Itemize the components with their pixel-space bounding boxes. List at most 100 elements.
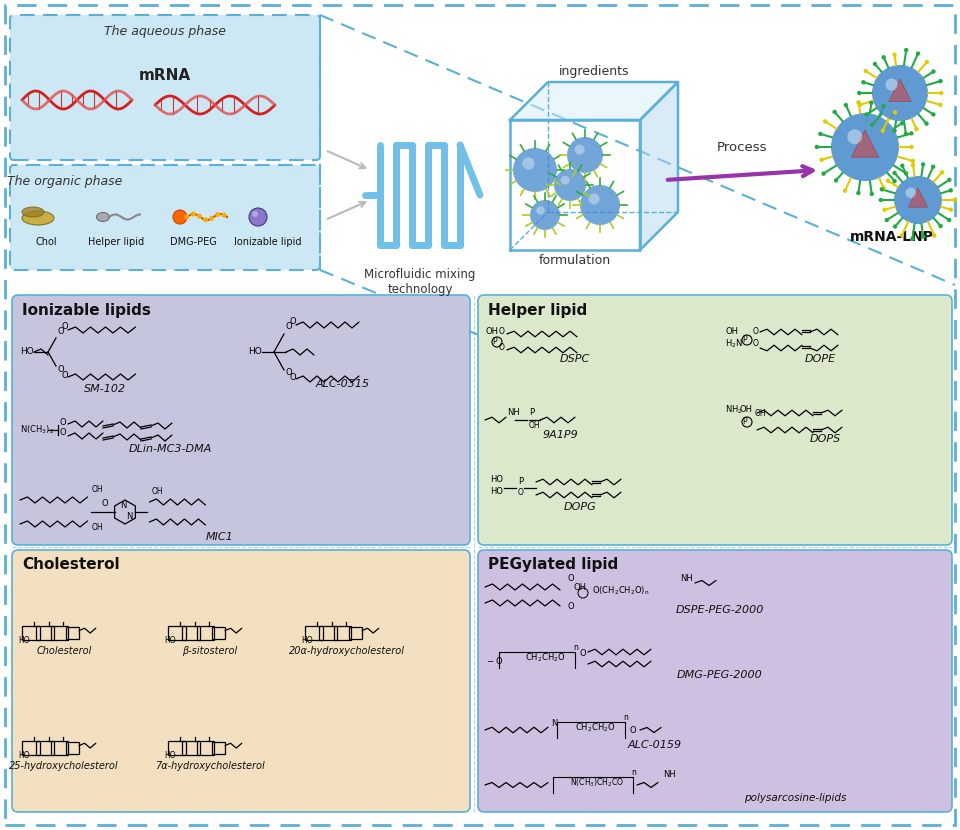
Circle shape bbox=[881, 104, 886, 109]
Text: mRNA-LNP: mRNA-LNP bbox=[850, 230, 934, 244]
Circle shape bbox=[815, 144, 819, 149]
Text: DSPE-PEG-2000: DSPE-PEG-2000 bbox=[676, 605, 764, 615]
Text: n: n bbox=[631, 768, 636, 777]
Circle shape bbox=[947, 217, 951, 222]
Circle shape bbox=[880, 129, 885, 133]
Text: ingredients: ingredients bbox=[559, 65, 629, 78]
Circle shape bbox=[843, 188, 848, 193]
Bar bbox=[51, 626, 68, 640]
Circle shape bbox=[938, 103, 943, 107]
Circle shape bbox=[905, 188, 916, 198]
Text: ALC-0159: ALC-0159 bbox=[628, 740, 682, 750]
Circle shape bbox=[885, 79, 898, 90]
Text: n: n bbox=[623, 713, 628, 722]
Text: polysarcosine-lipids: polysarcosine-lipids bbox=[744, 793, 846, 803]
Circle shape bbox=[952, 198, 957, 203]
Bar bbox=[320, 626, 337, 640]
Circle shape bbox=[871, 123, 875, 127]
Circle shape bbox=[948, 178, 951, 182]
Text: OH: OH bbox=[740, 405, 753, 414]
Text: O: O bbox=[62, 322, 68, 331]
Circle shape bbox=[903, 132, 908, 136]
Bar bbox=[168, 740, 185, 755]
Text: OH: OH bbox=[755, 409, 767, 418]
Circle shape bbox=[537, 207, 544, 215]
Text: DOPG: DOPG bbox=[564, 502, 596, 512]
Text: OH: OH bbox=[92, 485, 104, 494]
Circle shape bbox=[848, 129, 862, 144]
Circle shape bbox=[823, 120, 828, 124]
Circle shape bbox=[924, 121, 928, 126]
Text: Cholesterol: Cholesterol bbox=[36, 646, 92, 656]
Circle shape bbox=[209, 216, 214, 221]
Text: O: O bbox=[285, 322, 292, 331]
Text: O: O bbox=[60, 418, 66, 427]
Text: OH: OH bbox=[573, 583, 586, 592]
Circle shape bbox=[881, 55, 886, 60]
Circle shape bbox=[561, 176, 569, 185]
Text: P: P bbox=[492, 338, 497, 346]
Circle shape bbox=[864, 112, 869, 117]
Circle shape bbox=[909, 131, 914, 135]
Text: O: O bbox=[580, 649, 587, 658]
Polygon shape bbox=[640, 82, 678, 250]
Circle shape bbox=[904, 171, 908, 176]
Text: P: P bbox=[529, 408, 534, 417]
Text: mRNA: mRNA bbox=[139, 67, 191, 82]
Circle shape bbox=[878, 198, 883, 203]
FancyBboxPatch shape bbox=[478, 295, 952, 545]
Bar bbox=[36, 740, 54, 755]
Circle shape bbox=[893, 224, 898, 229]
Bar bbox=[168, 626, 185, 640]
Text: HO: HO bbox=[490, 487, 503, 496]
Circle shape bbox=[861, 80, 866, 85]
Ellipse shape bbox=[22, 211, 54, 225]
Text: DMG-PEG: DMG-PEG bbox=[170, 237, 216, 247]
FancyBboxPatch shape bbox=[12, 550, 470, 812]
Bar bbox=[66, 742, 79, 754]
Text: The aqueous phase: The aqueous phase bbox=[104, 25, 226, 38]
Circle shape bbox=[530, 200, 560, 230]
Text: N: N bbox=[126, 512, 132, 521]
Text: O: O bbox=[753, 327, 758, 336]
Circle shape bbox=[173, 210, 187, 224]
Circle shape bbox=[522, 157, 535, 169]
Text: O: O bbox=[60, 428, 66, 437]
Circle shape bbox=[924, 60, 929, 64]
Circle shape bbox=[856, 100, 861, 105]
Circle shape bbox=[931, 112, 936, 117]
Text: OH: OH bbox=[92, 523, 104, 532]
Circle shape bbox=[884, 217, 889, 222]
Bar bbox=[182, 626, 200, 640]
Text: O: O bbox=[57, 365, 63, 374]
Bar bbox=[51, 740, 68, 755]
Text: O: O bbox=[290, 317, 297, 326]
Circle shape bbox=[857, 103, 862, 107]
Circle shape bbox=[882, 208, 887, 212]
Circle shape bbox=[191, 212, 196, 217]
Circle shape bbox=[870, 192, 874, 196]
Text: Chol: Chol bbox=[36, 237, 57, 247]
Bar bbox=[197, 626, 214, 640]
Bar bbox=[197, 740, 214, 755]
Circle shape bbox=[948, 188, 953, 193]
Text: HO: HO bbox=[18, 751, 30, 760]
Text: OH: OH bbox=[529, 421, 540, 430]
Text: N: N bbox=[551, 719, 558, 728]
Text: NH: NH bbox=[680, 574, 693, 583]
Bar bbox=[22, 740, 39, 755]
Circle shape bbox=[818, 132, 823, 136]
Circle shape bbox=[864, 69, 868, 73]
Text: DOPS: DOPS bbox=[809, 434, 841, 444]
Text: DSPC: DSPC bbox=[560, 354, 590, 364]
Circle shape bbox=[513, 148, 557, 192]
Text: N: N bbox=[120, 501, 127, 510]
Circle shape bbox=[820, 158, 824, 162]
Circle shape bbox=[879, 188, 884, 192]
Text: OH: OH bbox=[485, 327, 498, 336]
Text: β-sitosterol: β-sitosterol bbox=[182, 646, 238, 656]
Circle shape bbox=[938, 79, 943, 83]
Circle shape bbox=[932, 233, 936, 237]
Bar bbox=[212, 742, 225, 754]
Circle shape bbox=[931, 70, 936, 74]
